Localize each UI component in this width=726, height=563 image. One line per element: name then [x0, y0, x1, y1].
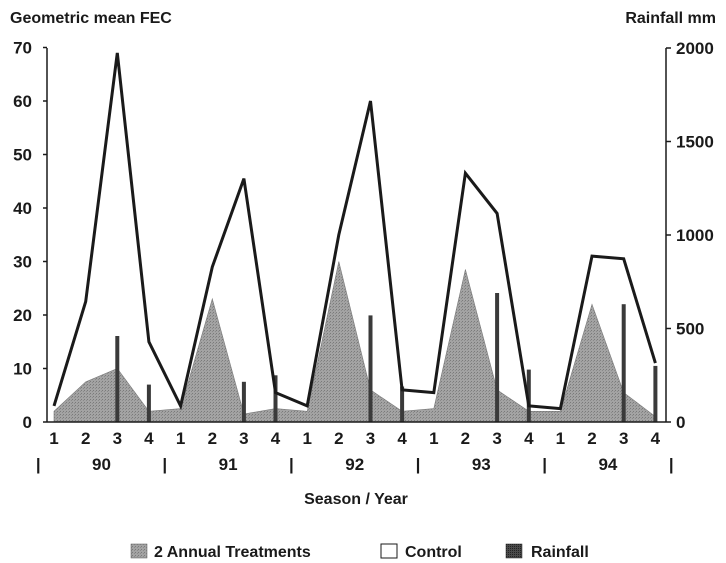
- year-label-layer: | | | | | | 90 91 92 93 94: [36, 455, 674, 474]
- season-label: 2: [81, 429, 90, 448]
- right-tick-label: 1500: [676, 133, 714, 152]
- season-label: 4: [271, 429, 281, 448]
- season-label-layer: 1 2 3 4 1 2 3 4 1 2 3 4 1 2 3 4 1 2 3 4: [49, 429, 660, 448]
- year-separator: |: [416, 455, 421, 474]
- season-label: 4: [397, 429, 407, 448]
- rainfall-bar: [146, 384, 151, 422]
- left-tick-label: 0: [23, 413, 32, 432]
- x-axis-title: Season / Year: [304, 491, 408, 508]
- season-label: 3: [239, 429, 248, 448]
- season-label: 1: [302, 429, 311, 448]
- rainfall-bar-layer: [115, 293, 658, 423]
- year-label: 91: [219, 455, 238, 474]
- rainfall-bar: [621, 304, 626, 422]
- rainfall-bar: [400, 386, 405, 422]
- rainfall-bar: [653, 365, 658, 422]
- year-label: 90: [92, 455, 111, 474]
- right-tick-label: 500: [676, 320, 704, 339]
- year-separator: |: [542, 455, 547, 474]
- season-label: 2: [208, 429, 217, 448]
- season-label: 4: [144, 429, 154, 448]
- season-label: 1: [49, 429, 58, 448]
- legend-swatch-control: [380, 543, 398, 559]
- season-label: 3: [366, 429, 375, 448]
- rainfall-bar: [495, 293, 500, 422]
- season-label: 3: [113, 429, 122, 448]
- legend-swatch-treatments: [130, 543, 148, 559]
- year-separator: |: [289, 455, 294, 474]
- rainfall-bar: [273, 375, 278, 423]
- year-separator: |: [162, 455, 167, 474]
- right-tick-label: 0: [676, 413, 685, 432]
- right-tick-label: 2000: [676, 39, 714, 58]
- season-label: 1: [556, 429, 565, 448]
- season-label: 3: [619, 429, 628, 448]
- season-label: 2: [461, 429, 470, 448]
- left-tick-label: 30: [13, 253, 32, 272]
- rainfall-bar: [526, 369, 531, 422]
- rainfall-bar: [368, 315, 373, 422]
- left-tick-label: 40: [13, 199, 32, 218]
- year-label: 94: [598, 455, 617, 474]
- left-tick-label: 50: [13, 146, 32, 165]
- left-tick-label: 10: [13, 360, 32, 379]
- right-tick-label: 1000: [676, 226, 714, 245]
- legend: 2 Annual Treatments Control Rainfall: [130, 543, 589, 561]
- left-tick-label: 70: [13, 39, 32, 58]
- legend-label-control: Control: [405, 544, 462, 561]
- right-tick-layer: 0 500 1000 1500 2000: [666, 39, 714, 432]
- season-label: 2: [334, 429, 343, 448]
- left-axis-title: Geometric mean FEC: [10, 10, 172, 27]
- rainfall-bar: [241, 381, 246, 422]
- season-label: 2: [587, 429, 596, 448]
- year-label: 93: [472, 455, 491, 474]
- control-line: [52, 52, 657, 411]
- year-separator: |: [669, 455, 674, 474]
- left-tick-label: 60: [13, 92, 32, 111]
- control-line-layer: [52, 52, 657, 411]
- season-label: 3: [492, 429, 501, 448]
- year-separator: |: [36, 455, 41, 474]
- right-axis-title: Rainfall mm: [625, 10, 716, 27]
- season-label: 1: [429, 429, 438, 448]
- left-tick-layer: 0 10 20 30 40 50 60 70: [13, 39, 47, 432]
- season-label: 4: [651, 429, 661, 448]
- season-label: 1: [176, 429, 185, 448]
- year-label: 92: [345, 455, 364, 474]
- left-tick-label: 20: [13, 306, 32, 325]
- season-label: 4: [524, 429, 534, 448]
- rainfall-bar: [115, 336, 120, 422]
- legend-label-treatments: 2 Annual Treatments: [154, 544, 311, 561]
- legend-label-rainfall: Rainfall: [531, 544, 589, 561]
- legend-swatch-rainfall: [505, 543, 523, 559]
